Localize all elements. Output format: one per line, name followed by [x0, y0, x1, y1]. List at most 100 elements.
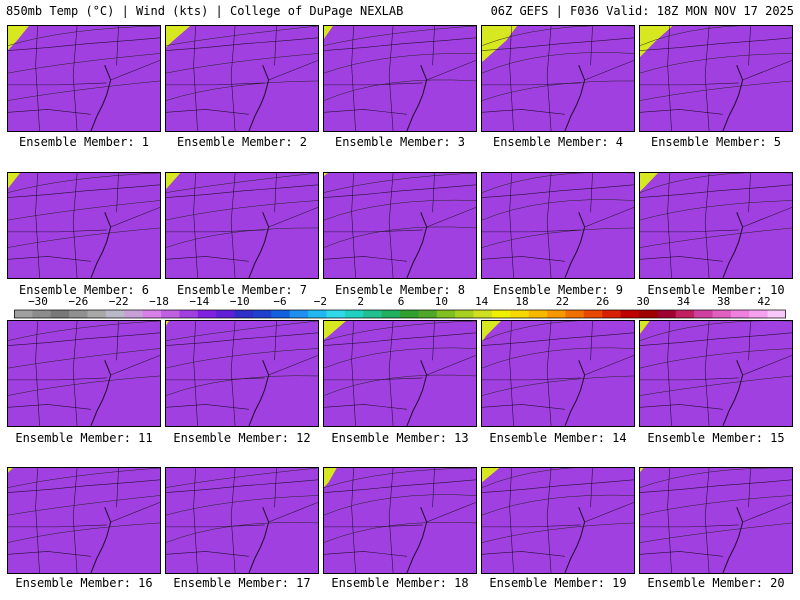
colorbar-swatch [730, 310, 750, 318]
colorbar-tick-label: −18 [149, 295, 169, 308]
ensemble-member-label: Ensemble Member: 4 [492, 135, 624, 149]
header-run-info: 06Z GEFS | F036 Valid: 18Z MON NOV 17 20… [490, 4, 794, 18]
colorbar-swatch [69, 310, 89, 318]
ensemble-member-label: Ensemble Member: 12 [173, 431, 311, 445]
colorbar-swatch [381, 310, 401, 318]
colorbar-swatch [14, 310, 33, 318]
ensemble-member-label: Ensemble Member: 3 [334, 135, 466, 149]
colorbar-tick-label: −26 [68, 295, 89, 308]
ensemble-member-label: Ensemble Member: 7 [176, 283, 308, 297]
colorbar-swatch [124, 310, 144, 318]
header-title: 850mb Temp (°C) | Wind (kts) | College o… [6, 4, 404, 18]
colorbar-swatch [400, 310, 419, 318]
colorbar-swatch [528, 310, 548, 318]
colorbar-swatch [638, 310, 658, 318]
colorbar-tick-label: 42 [757, 295, 771, 308]
colorbar-swatch [252, 310, 272, 318]
ensemble-map-panel [639, 320, 793, 427]
colorbar-swatch [105, 310, 125, 318]
colorbar-tick-label: −22 [108, 295, 129, 308]
colorbar-tick-label: 10 [434, 295, 448, 308]
colorbar-tick-label: 22 [555, 295, 569, 308]
colorbar-swatch [583, 310, 603, 318]
colorbar-swatch [712, 310, 732, 318]
ensemble-map-panel [165, 25, 319, 132]
colorbar-swatch [436, 310, 456, 318]
colorbar-swatch [344, 310, 364, 318]
ensemble-member-label: Ensemble Member: 17 [173, 576, 311, 590]
colorbar-swatch [767, 310, 786, 318]
colorbar-tick-label: 30 [636, 295, 650, 308]
ensemble-member-label: Ensemble Member: 2 [176, 135, 308, 149]
colorbar-tick-label: 14 [475, 295, 489, 308]
ensemble-member-label: Ensemble Member: 9 [492, 283, 624, 297]
ensemble-map-panel [639, 25, 793, 132]
colorbar-swatch [87, 310, 107, 318]
ensemble-map-panel [481, 25, 635, 132]
ensemble-member-label: Ensemble Member: 6 [18, 283, 150, 297]
ensemble-member-label: Ensemble Member: 16 [15, 576, 153, 590]
colorbar-tick-label: −2 [313, 295, 327, 308]
colorbar-outline [14, 309, 786, 319]
ensemble-map-panel [323, 467, 477, 574]
temperature-colorbar [14, 309, 786, 319]
ensemble-member-label: Ensemble Member: 19 [489, 576, 627, 590]
colorbar-swatch [491, 310, 511, 318]
colorbar-swatch [289, 310, 309, 318]
ensemble-member-label: Ensemble Member: 20 [647, 576, 785, 590]
colorbar-swatch [694, 310, 713, 318]
ensemble-map-panel [639, 467, 793, 574]
ensemble-map-panel [7, 467, 161, 574]
colorbar-tick-label: −10 [229, 295, 250, 308]
colorbar-tick-label: 6 [397, 295, 405, 308]
ensemble-map-panel [7, 172, 161, 279]
ensemble-map-panel [7, 320, 161, 427]
ensemble-map-panel [323, 320, 477, 427]
ensemble-member-label: Ensemble Member: 13 [331, 431, 469, 445]
ensemble-map-panel [323, 25, 477, 132]
colorbar-swatch [216, 310, 236, 318]
colorbar-swatch [657, 310, 677, 318]
ensemble-map-panel [165, 172, 319, 279]
ensemble-map-panel [165, 320, 319, 427]
ensemble-member-label: Ensemble Member: 5 [650, 135, 782, 149]
ensemble-member-label: Ensemble Member: 18 [331, 576, 469, 590]
colorbar-swatch [510, 310, 530, 318]
colorbar-swatch [234, 310, 254, 318]
ensemble-member-label: Ensemble Member: 8 [334, 283, 466, 297]
ensemble-map-panel [481, 172, 635, 279]
colorbar-swatch [161, 310, 180, 318]
ensemble-map-panel [165, 467, 319, 574]
ensemble-member-label: Ensemble Member: 1 [18, 135, 150, 149]
colorbar-tick-label: 34 [676, 295, 690, 308]
colorbar-swatch [418, 310, 438, 318]
ensemble-map-panel [7, 25, 161, 132]
colorbar-swatch [179, 310, 199, 318]
ensemble-member-label: Ensemble Member: 11 [15, 431, 153, 445]
colorbar-tick-label: −6 [273, 295, 287, 308]
colorbar-tick-label: 26 [596, 295, 610, 308]
colorbar-swatch [620, 310, 640, 318]
ensemble-map-panel [481, 320, 635, 427]
colorbar-swatch [565, 310, 585, 318]
colorbar-swatch [363, 310, 383, 318]
colorbar-swatch [455, 310, 475, 318]
colorbar-swatch [308, 310, 327, 318]
ensemble-member-label: Ensemble Member: 15 [647, 431, 785, 445]
colorbar-tick-label: −30 [28, 295, 48, 308]
colorbar-swatch [32, 310, 52, 318]
colorbar-swatch [326, 310, 346, 318]
ensemble-member-label: Ensemble Member: 14 [489, 431, 627, 445]
ensemble-map-panel [323, 172, 477, 279]
colorbar-swatch [602, 310, 622, 318]
colorbar-swatch [197, 310, 217, 318]
colorbar-swatch [142, 310, 162, 318]
colorbar-swatch [271, 310, 291, 318]
colorbar-tick-label: 2 [357, 295, 364, 308]
colorbar-tick-label: 38 [717, 295, 731, 308]
colorbar-swatch [547, 310, 566, 318]
colorbar-swatch [473, 310, 493, 318]
colorbar-swatch [675, 310, 695, 318]
colorbar-swatch [749, 310, 769, 318]
ensemble-map-panel [639, 172, 793, 279]
